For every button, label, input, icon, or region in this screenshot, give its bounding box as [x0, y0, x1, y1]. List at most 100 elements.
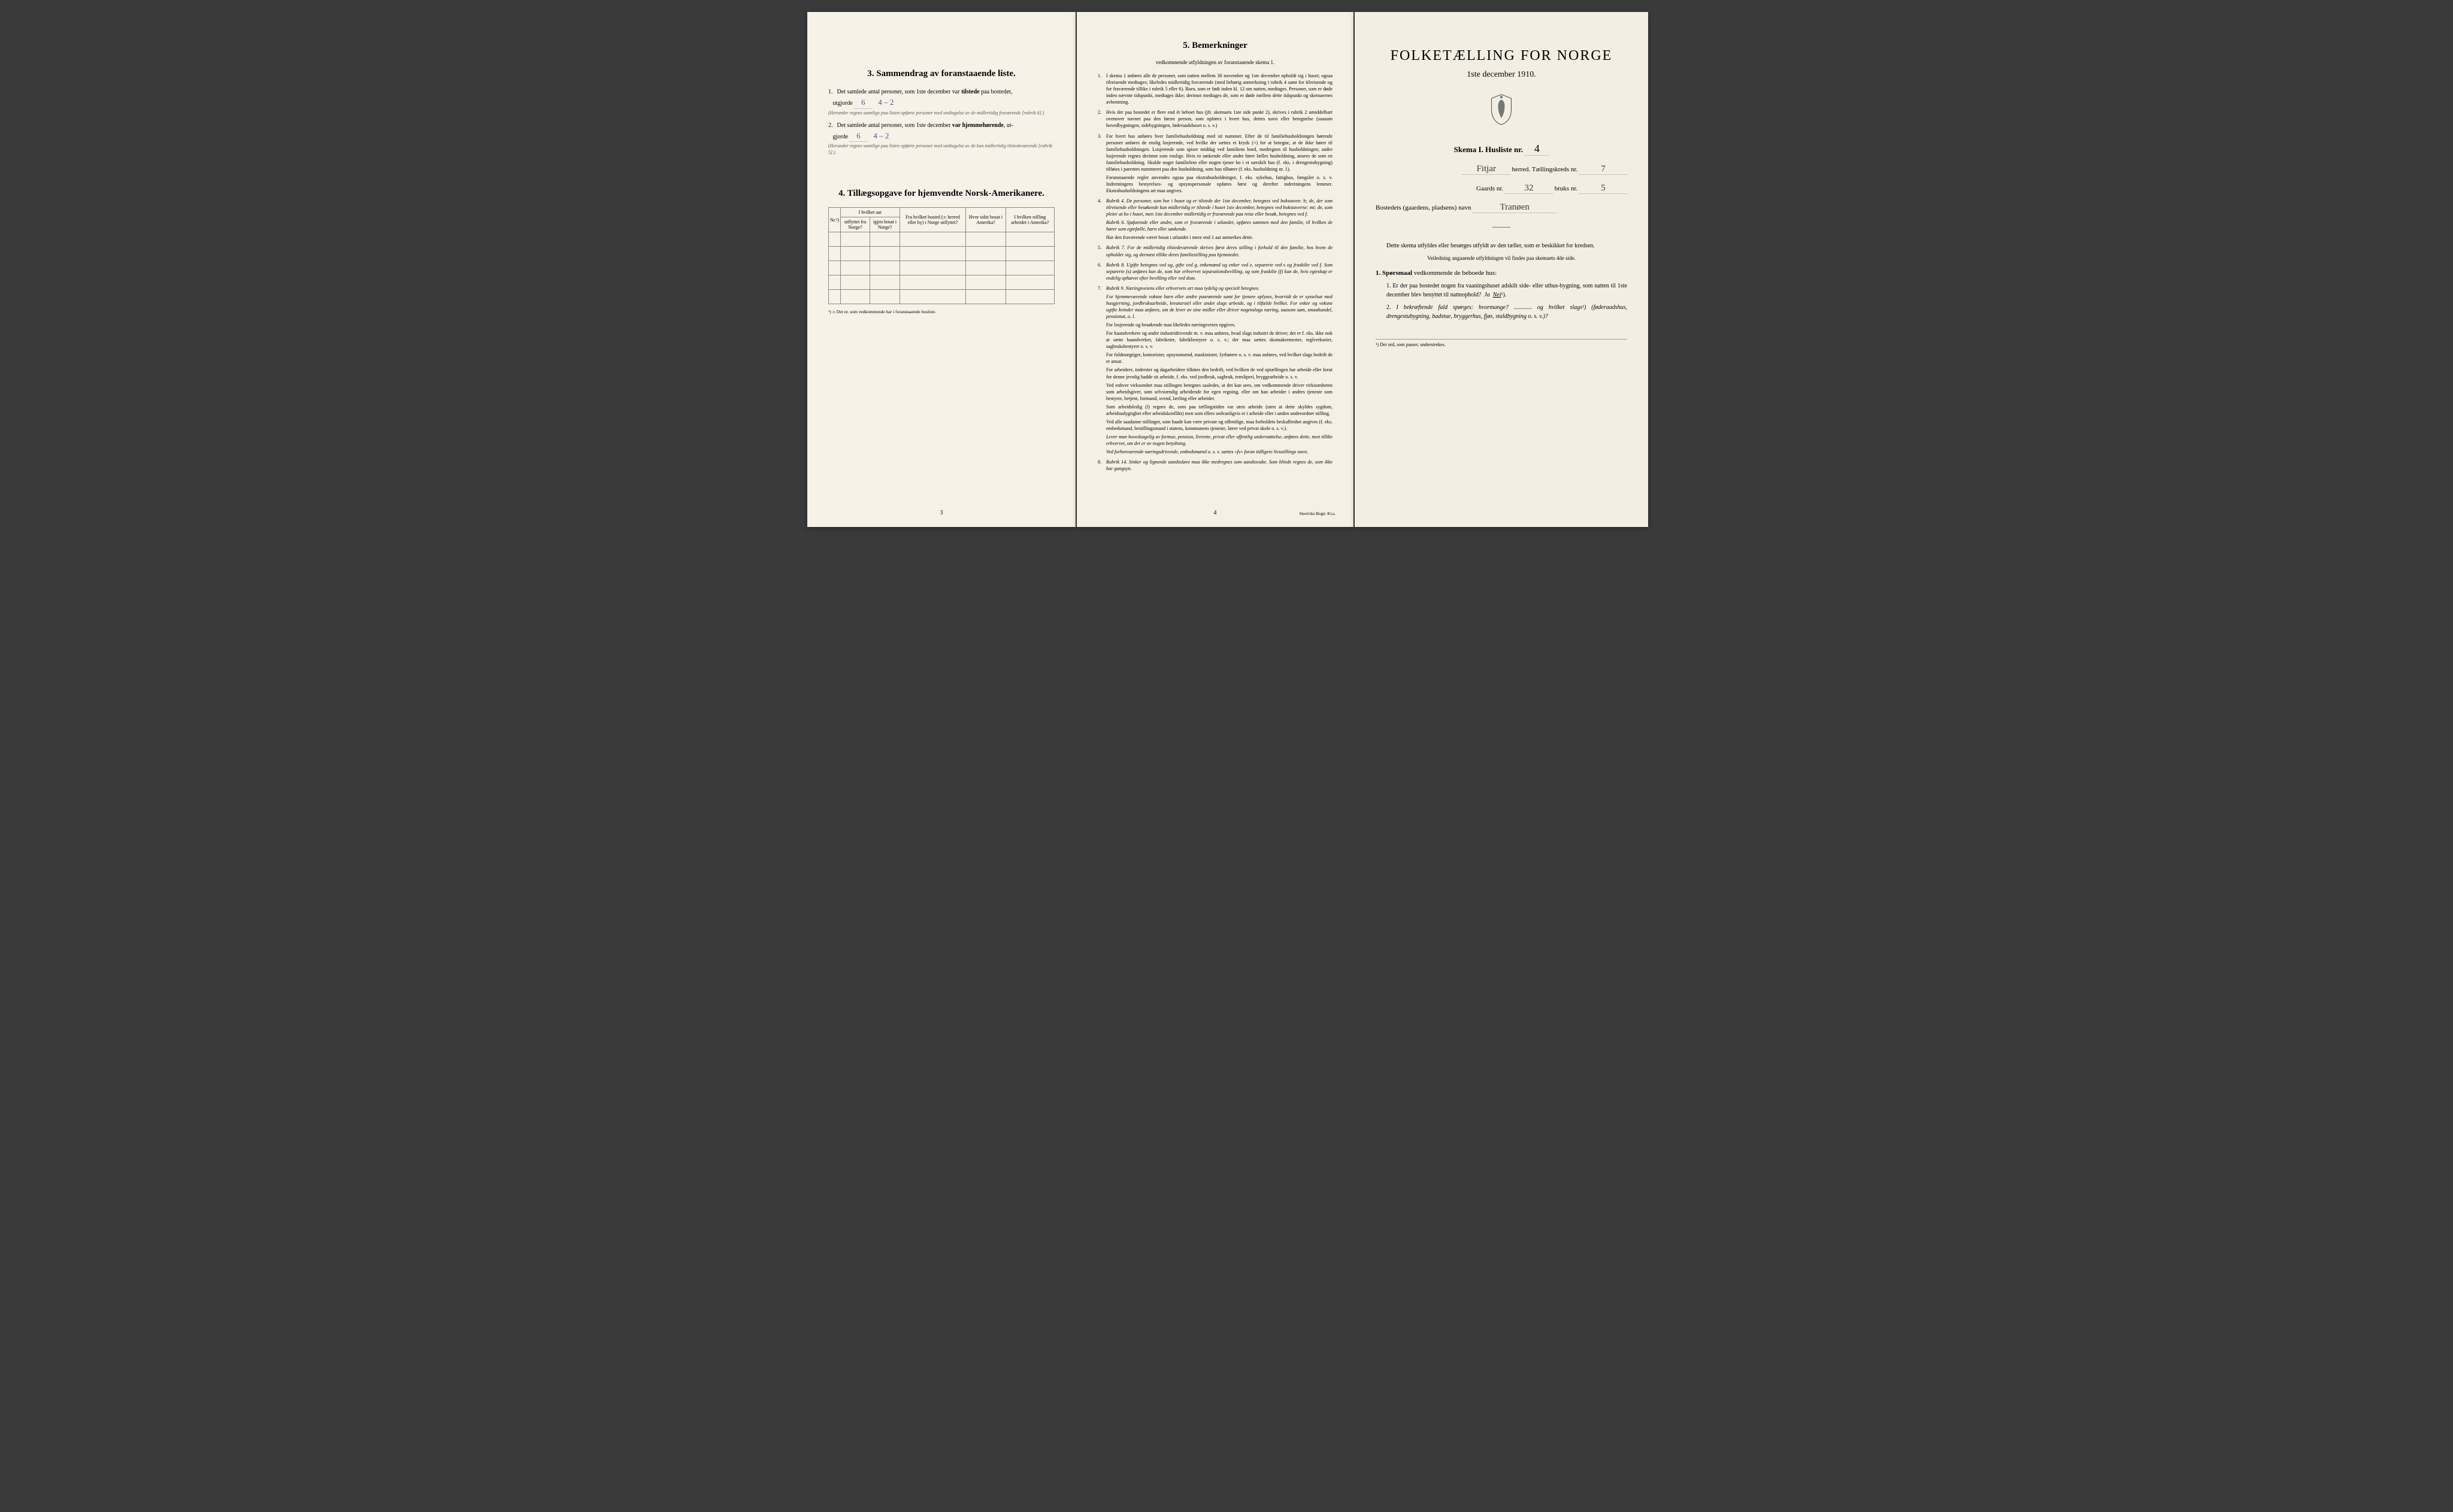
page-number-4: 4: [1214, 510, 1217, 516]
item-1-bold: tilstede: [961, 89, 980, 95]
q1-ja: Ja: [1484, 292, 1489, 298]
rule-7e: For arbeidere, inderster og dagarbeidere…: [1106, 366, 1333, 380]
rule-4-text: Rubrik 4. De personer, som bor i huset o…: [1106, 198, 1333, 217]
document-spread: 3. Sammendrag av foranstaaende liste. 1.…: [807, 12, 1646, 527]
page-4: 5. Bemerkninger vedkommende utfyldningen…: [1077, 12, 1353, 527]
rule-3-text: For hvert hus anføres hver familiehushol…: [1106, 134, 1333, 172]
skema-label: Skema I. Husliste nr.: [1454, 145, 1523, 154]
rule-7c: For haandverkere og andre industridriven…: [1106, 330, 1333, 350]
item-1-text-post: paa bostedet,: [980, 89, 1013, 95]
rule-7d: For fuldmægtiger, kontorister, opsynsmæn…: [1106, 352, 1333, 365]
item-1-handwritten: 4 – 2: [878, 98, 894, 107]
rule-4: Rubrik 4. De personer, som bor i huset o…: [1098, 198, 1333, 241]
rule-5: Rubrik 7. For de midlertidig tilstedevær…: [1098, 244, 1333, 257]
th-igjen: igjen bosat i Norge?: [870, 217, 900, 232]
rule-6: Rubrik 8. Ugifte betegnes ved ug, gifte …: [1098, 262, 1333, 281]
herred-value: Fitjar: [1462, 164, 1510, 175]
rule-3: For hvert hus anføres hver familiehushol…: [1098, 133, 1333, 195]
rule-6-text: Rubrik 8. Ugifte betegnes ved ug, gifte …: [1106, 262, 1333, 281]
section-3-summary: 3. Sammendrag av foranstaaende liste. 1.…: [828, 69, 1055, 156]
item-2-fine: (Herunder regnes samtlige paa listen opf…: [828, 143, 1055, 156]
printer-mark: Steen'ske Bogtr. Kr.a.: [1299, 511, 1335, 516]
rule-7f: Ved enhver virksomhet maa stillingen bet…: [1106, 382, 1333, 402]
table-row: [829, 247, 1055, 261]
item-2-num: 2.: [828, 121, 835, 130]
item-2-bold: var hjemmehørende: [952, 122, 1004, 129]
question-2: 2. I bekræftende fald spørges: hvormange…: [1386, 303, 1627, 321]
th-stilling: I hvilken stilling arbeidet i Amerika?: [1006, 208, 1054, 232]
census-date: 1ste december 1910.: [1376, 70, 1627, 80]
herred-label: herred. Tællingskreds nr.: [1512, 166, 1577, 173]
qhead-post: vedkommende de beboede hus:: [1414, 269, 1497, 277]
census-title: FOLKETÆLLING FOR NORGE: [1376, 48, 1627, 64]
table-row: [829, 232, 1055, 247]
q1-nei: Nei: [1493, 292, 1501, 298]
item-1-num: 1.: [828, 87, 835, 96]
kreds-value: 7: [1579, 164, 1627, 175]
section-5-subhead: vedkommende utfyldningen av foranstaaend…: [1098, 59, 1333, 65]
item-2: 2. Det samlede antal personer, som 1ste …: [828, 121, 1055, 156]
divider-icon: ———: [1376, 224, 1627, 231]
th-nr: Nr.¹): [829, 208, 841, 232]
item-1: 1. Det samlede antal personer, som 1ste …: [828, 87, 1055, 116]
rule-8: Rubrik 14. Sinker og lignende aandssløve…: [1098, 459, 1333, 472]
qhead-pre: 1. Spørsmaal: [1376, 269, 1414, 277]
q1-text: Er der paa bostedet nogen fra vaaningshu…: [1386, 283, 1627, 298]
rule-1: I skema 1 anføres alle de personer, som …: [1098, 72, 1333, 105]
rule-8-text: Rubrik 14. Sinker og lignende aandssløve…: [1106, 459, 1333, 471]
bosted-label: Bostedets (gaardens, pladsens) navn: [1376, 204, 1471, 211]
section-4-heading: 4. Tillægsopgave for hjemvendte Norsk-Am…: [828, 189, 1055, 199]
rule-4b: Rubrik 6. Sjøfarende eller andre, som er…: [1106, 219, 1333, 232]
section-4-amerikanere: 4. Tillægsopgave for hjemvendte Norsk-Am…: [828, 189, 1055, 314]
table-row: [829, 275, 1055, 290]
th-utflyttet: utflyttet fra Norge?: [841, 217, 870, 232]
rule-3b: Foranstaaende regler anvendes ogsaa paa …: [1106, 174, 1333, 194]
q2-text: I bekræftende fald spørges: hvormange? .…: [1386, 304, 1627, 320]
th-bosted: Fra hvilket bosted (ɔ: herred eller by) …: [900, 208, 965, 232]
rule-7i: Lever man hovedsagelig av formue, pensio…: [1106, 434, 1333, 447]
instruction-2: Veiledning angaaende utfyldningen vil fi…: [1376, 255, 1627, 261]
gaard-label: Gaards nr.: [1476, 185, 1503, 192]
item-2-value: 6: [850, 130, 868, 143]
rule-2: Hvis der paa bostedet er flere end ét be…: [1098, 109, 1333, 129]
footnote-3: ¹) Det ord, som passer, understrekes.: [1376, 339, 1627, 347]
table-row: [829, 290, 1055, 304]
rule-7j: Ved forhenværende næringsdrivende, embed…: [1106, 449, 1333, 455]
item-2-text-pre: Det samlede antal personer, som 1ste dec…: [837, 122, 952, 129]
rule-7b: For losjerende og besøkende maa likelede…: [1106, 322, 1333, 328]
section-5-bemerkninger: 5. Bemerkninger vedkommende utfyldningen…: [1098, 41, 1333, 472]
item-1-line2: utgjorde: [833, 100, 853, 107]
herred-line: Fitjar herred. Tællingskreds nr. 7: [1376, 164, 1627, 175]
item-1-text-pre: Det samlede antal personer, som 1ste dec…: [837, 89, 962, 95]
gaard-line: Gaards nr. 32 bruks nr. 5: [1376, 183, 1627, 194]
bosted-line: Bostedets (gaardens, pladsens) navn Tran…: [1376, 202, 1627, 213]
table-amerikanere: Nr.¹) I hvilket aar Fra hvilket bosted (…: [828, 207, 1055, 304]
bosted-value: Tranøen: [1473, 202, 1556, 213]
skema-line: Skema I. Husliste nr. 4: [1376, 143, 1627, 156]
gaard-value: 32: [1505, 183, 1553, 194]
rules-list: I skema 1 anføres alle de personer, som …: [1098, 72, 1333, 472]
instruction-1: Dette skema utfyldes eller besørges utfy…: [1376, 241, 1627, 250]
q1-sup: ¹).: [1501, 292, 1507, 298]
question-1: 1. Er der paa bostedet nogen fra vaaning…: [1386, 281, 1627, 299]
rule-7h: Ved alle saadanne stillinger, som baade …: [1106, 419, 1333, 432]
section-5-heading: 5. Bemerkninger: [1098, 41, 1333, 51]
bruk-value: 5: [1579, 183, 1627, 194]
item-1-value: 6: [854, 96, 872, 109]
rule-7: Rubrik 9. Næringsveiens eller erhvervets…: [1098, 285, 1333, 455]
item-2-handwritten: 4 – 2: [874, 131, 889, 140]
husliste-nr: 4: [1525, 143, 1549, 156]
th-sidst: Hvor sidst bosat i Amerika?: [966, 208, 1006, 232]
item-2-text-post: , ut-: [1004, 122, 1013, 129]
item-1-fine: (Herunder regnes samtlige paa listen opf…: [828, 110, 1055, 116]
bruk-label: bruks nr.: [1555, 185, 1578, 192]
th-aar: I hvilket aar: [841, 208, 900, 217]
page-3: 3. Sammendrag av foranstaaende liste. 1.…: [807, 12, 1076, 527]
rule-7g: Som arbeidsledig (l) regnes de, som paa …: [1106, 404, 1333, 417]
rule-7a: For hjemmeværende voksne barn eller andr…: [1106, 293, 1333, 320]
table-row: [829, 261, 1055, 275]
coat-of-arms-icon: [1376, 93, 1627, 129]
page-title: FOLKETÆLLING FOR NORGE 1ste december 191…: [1355, 12, 1648, 527]
rule-4c: Har den fraværende været bosat i utlande…: [1106, 234, 1333, 241]
item-2-line2: gjorde: [833, 134, 849, 140]
